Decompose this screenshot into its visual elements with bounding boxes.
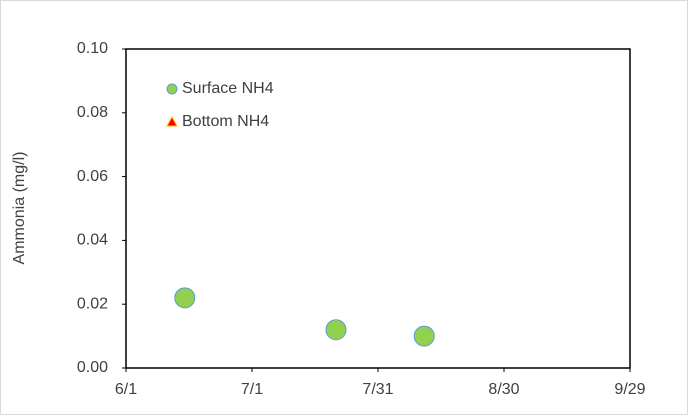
y-tick-label: 0.04 <box>77 232 108 249</box>
y-tick-label: 0.02 <box>77 295 108 312</box>
legend-label: Bottom NH4 <box>182 113 269 130</box>
y-tick-label: 0.08 <box>77 104 108 121</box>
data-point <box>413 325 435 347</box>
x-tick-label: 9/29 <box>614 381 645 398</box>
y-tick-label: 0.06 <box>77 168 108 185</box>
legend-marker <box>166 83 178 95</box>
y-axis-label: Ammonia (mg/l) <box>11 152 28 265</box>
x-tick-label: 7/1 <box>241 381 263 398</box>
data-point <box>325 319 347 341</box>
x-tick-label: 8/30 <box>488 381 519 398</box>
y-tick-label: 0.10 <box>77 40 108 57</box>
x-tick-label: 7/31 <box>362 381 393 398</box>
x-tick-label: 6/1 <box>115 381 137 398</box>
legend-label: Surface NH4 <box>182 80 274 97</box>
legend-marker <box>166 115 178 127</box>
y-tick-label: 0.00 <box>77 359 108 376</box>
data-point <box>174 287 196 309</box>
